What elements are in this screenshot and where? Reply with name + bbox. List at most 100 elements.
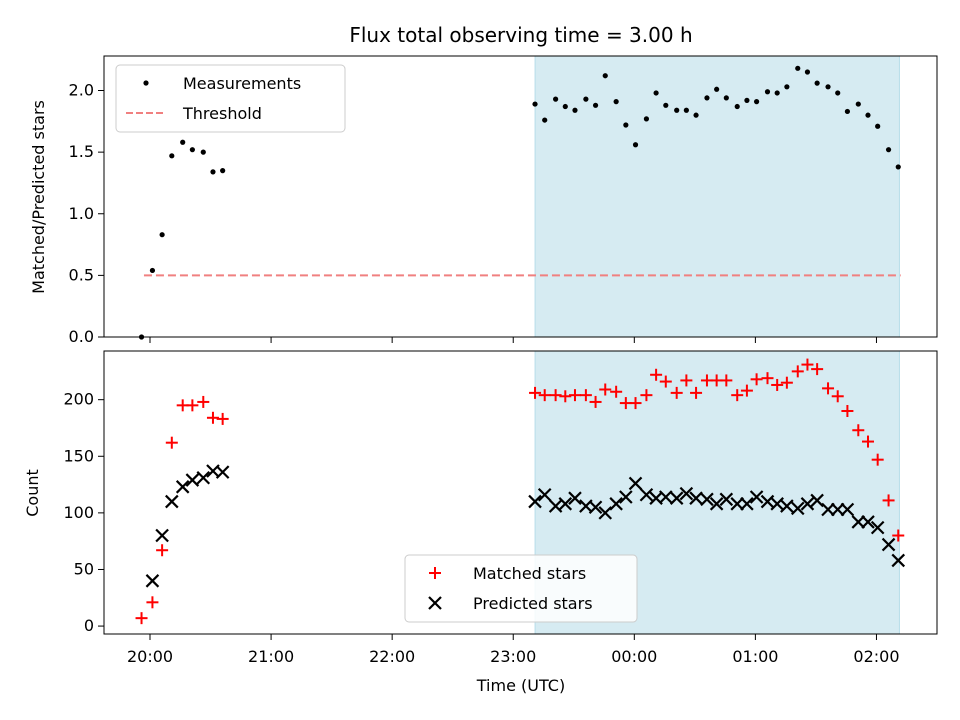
predicted-star-point <box>669 491 684 505</box>
x-tick-label: 22:00 <box>369 647 415 666</box>
measurement-point <box>885 147 892 153</box>
predicted-star-point <box>659 490 673 504</box>
predicted-star-point <box>851 515 866 529</box>
measurement-point <box>855 101 861 107</box>
measurement-point <box>532 101 538 107</box>
predicted-star-point <box>891 553 906 568</box>
matched-star-point <box>206 411 219 424</box>
matched-star-point <box>750 373 763 386</box>
matched-star-point <box>841 404 854 417</box>
legend-predicted-marker <box>428 596 442 610</box>
y-tick-label: 200 <box>63 390 94 409</box>
top-panel-shade <box>534 55 900 338</box>
legend-predicted-label: Predicted stars <box>473 594 593 613</box>
bottom-panel-frame <box>103 350 938 635</box>
matched-star-point <box>589 395 602 408</box>
y-tick-label: 0.0 <box>69 327 94 346</box>
measurement-point <box>795 65 801 71</box>
predicted-star-point <box>165 494 179 509</box>
matched-star-point <box>579 389 592 402</box>
matched-star-point <box>680 374 693 387</box>
matched-star-point <box>852 424 865 437</box>
measurement-point <box>189 147 195 153</box>
measurement-point <box>714 86 720 92</box>
x-tick-label: 00:00 <box>611 647 657 666</box>
predicted-star-point <box>155 528 169 543</box>
measurement-point <box>825 84 831 90</box>
matched-star-point <box>871 453 884 466</box>
predicted-star-point <box>840 502 855 517</box>
predicted-star-point <box>700 492 714 507</box>
measurement-point <box>200 149 206 155</box>
predicted-star-point <box>830 502 845 517</box>
predicted-star-point <box>709 497 724 511</box>
measurement-point <box>613 99 619 105</box>
predicted-star-point <box>790 501 805 516</box>
y-tick-label: 0.5 <box>69 265 94 284</box>
predicted-star-point <box>740 497 754 511</box>
measurement-point <box>835 90 841 96</box>
matched-star-point <box>549 389 562 402</box>
measurement-point <box>542 117 548 123</box>
matched-star-point <box>831 390 844 403</box>
matched-star-point <box>216 412 229 425</box>
bottom-panel-y-ticks: 0 50 100 150 200 <box>63 390 104 635</box>
matched-star-point <box>811 363 824 376</box>
predicted-star-point <box>821 502 835 517</box>
measurement-point <box>643 116 650 122</box>
bottom-legend-box <box>404 554 638 623</box>
measurement-point <box>180 139 186 145</box>
bottom-panel-x-ticks: 20:00 21:00 22:00 23:00 00:00 01:00 02:00 <box>127 634 900 666</box>
predicted-star-point <box>628 476 643 491</box>
predicted-star-point <box>881 537 896 552</box>
matched-star-point <box>599 383 612 396</box>
top-panel-legend: Measurements Threshold <box>115 64 346 133</box>
predicted-star-point <box>598 506 613 520</box>
count-points <box>135 358 906 625</box>
y-tick-label: 1.0 <box>69 204 94 223</box>
matched-star-point <box>892 529 905 542</box>
y-tick-label: 0 <box>84 616 94 635</box>
predicted-star-point <box>609 497 623 511</box>
measurement-point <box>159 232 165 238</box>
measurement-point <box>220 168 226 174</box>
matched-star-point <box>197 395 210 408</box>
matched-star-point <box>690 386 703 399</box>
matched-star-point <box>529 386 542 399</box>
matched-star-point <box>771 378 784 391</box>
x-tick-label: 20:00 <box>127 647 173 666</box>
predicted-star-point <box>215 465 230 479</box>
measurements-points <box>138 65 901 340</box>
y-tick-label: 100 <box>63 503 94 522</box>
predicted-star-point <box>537 487 552 502</box>
predicted-star-point <box>719 492 734 507</box>
matched-star-point <box>156 544 169 557</box>
predicted-star-point <box>619 490 633 504</box>
y-tick-label: 50 <box>74 559 94 578</box>
measurement-point <box>592 102 599 108</box>
matched-star-point <box>761 372 774 385</box>
measurement-point <box>583 96 589 102</box>
x-tick-label: 23:00 <box>490 647 536 666</box>
x-tick-label: 21:00 <box>248 647 294 666</box>
predicted-star-point <box>861 515 875 529</box>
measurement-point <box>865 112 871 118</box>
predicted-star-point <box>145 574 160 588</box>
y-tick-label: 2.0 <box>69 81 94 100</box>
matched-star-point <box>780 376 793 389</box>
matched-star-point <box>650 368 663 381</box>
measurement-point <box>693 112 699 118</box>
legend-measurements-label: Measurements <box>183 74 301 93</box>
measurement-point <box>683 107 689 113</box>
measurement-point <box>744 97 750 103</box>
matched-star-point <box>165 436 178 449</box>
measurement-point <box>663 102 669 108</box>
predicted-star-point <box>568 491 582 505</box>
measurement-point <box>653 90 659 96</box>
top-panel-frame <box>103 55 938 338</box>
matched-star-point <box>670 386 683 399</box>
matched-star-point <box>610 385 623 398</box>
predicted-star-point <box>800 497 815 511</box>
matched-star-point <box>720 374 733 387</box>
